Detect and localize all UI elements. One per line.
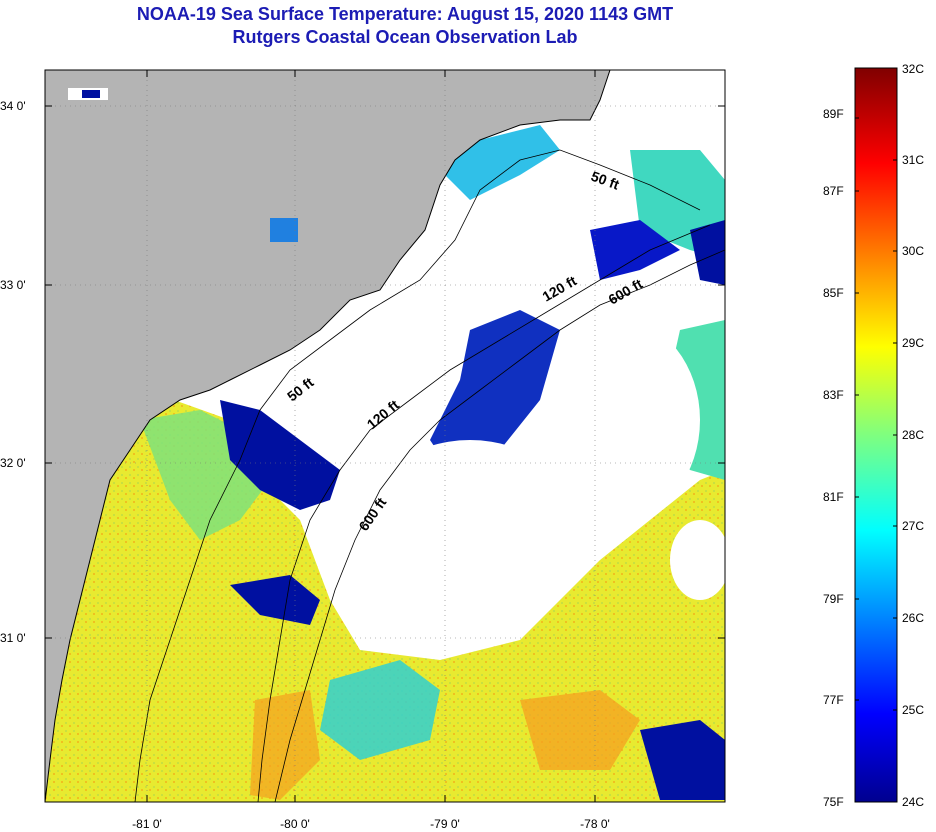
cloud-blob-center [360, 440, 580, 620]
colorbar-f-79: 79F [823, 592, 844, 606]
colorbar-f-83: 83F [823, 388, 844, 402]
colorbar-c-25: 25C [902, 703, 924, 717]
colorbar-f-89: 89F [823, 107, 844, 121]
lat-label-33: 33 0' [0, 278, 26, 292]
colorbar-f-87: 87F [823, 184, 844, 198]
cyan-patch-north [440, 125, 560, 200]
blue-patch-ne [590, 220, 680, 280]
cloud-blob-far-east [670, 520, 725, 600]
land-mass [45, 70, 610, 802]
lat-label-32: 32 0' [0, 456, 26, 470]
inland-water-patch [270, 218, 298, 242]
lon-label-80: -80 0' [280, 817, 310, 831]
lon-label-79: -79 0' [430, 817, 460, 831]
cyan-patch-south [320, 660, 440, 760]
lon-label-81: -81 0' [132, 817, 162, 831]
coastline [45, 70, 611, 802]
colorbar-f-75: 75F [823, 795, 844, 809]
lat-label-31: 31 0' [0, 631, 26, 645]
colorbar-c-30: 30C [902, 244, 924, 258]
lon-label-78: -78 0' [580, 817, 610, 831]
axis-ticks [45, 70, 725, 802]
colorbar-c-29: 29C [902, 336, 924, 350]
map-title: NOAA-19 Sea Surface Temperature: August … [136, 4, 674, 24]
map-frame [44, 69, 726, 803]
graticule [45, 70, 725, 802]
isobath-120ft [257, 224, 711, 802]
blue-patch-far-ne [690, 220, 725, 285]
cold-water-southeast [640, 720, 725, 800]
colorbar-f-81: 81F [823, 490, 844, 504]
lat-label-34: 34 0' [0, 99, 26, 113]
colorbar-c-24: 24C [902, 795, 924, 809]
colorbar-f-77: 77F [823, 693, 844, 707]
colorbar-c-31: 31C [902, 153, 924, 167]
colorbar-c-28: 28C [902, 428, 924, 442]
colorbar-gradient [854, 67, 898, 803]
inland-lake-water [82, 90, 100, 98]
cloud-blob-east [540, 320, 700, 520]
map-subtitle: Rutgers Coastal Ocean Observation Lab [232, 27, 578, 47]
isobath-600ft [274, 249, 725, 802]
cold-water-midshelf [220, 400, 340, 510]
cold-water-south [230, 575, 320, 625]
map-plot-area [45, 70, 725, 802]
isobath-50ft [134, 149, 701, 802]
colorbar-f-85: 85F [823, 286, 844, 300]
colorbar-c-26: 26C [902, 611, 924, 625]
colorbar-c-27: 27C [902, 519, 924, 533]
colorbar-ticks [855, 117, 897, 711]
cold-water-shelfbreak [430, 310, 560, 470]
temperature-colorbar: 89F 87F 85F 83F 81F 79F 77F 75F 32C 31C … [823, 62, 924, 809]
orange-warm-patch [520, 690, 640, 770]
colorbar-c-32: 32C [902, 62, 924, 76]
